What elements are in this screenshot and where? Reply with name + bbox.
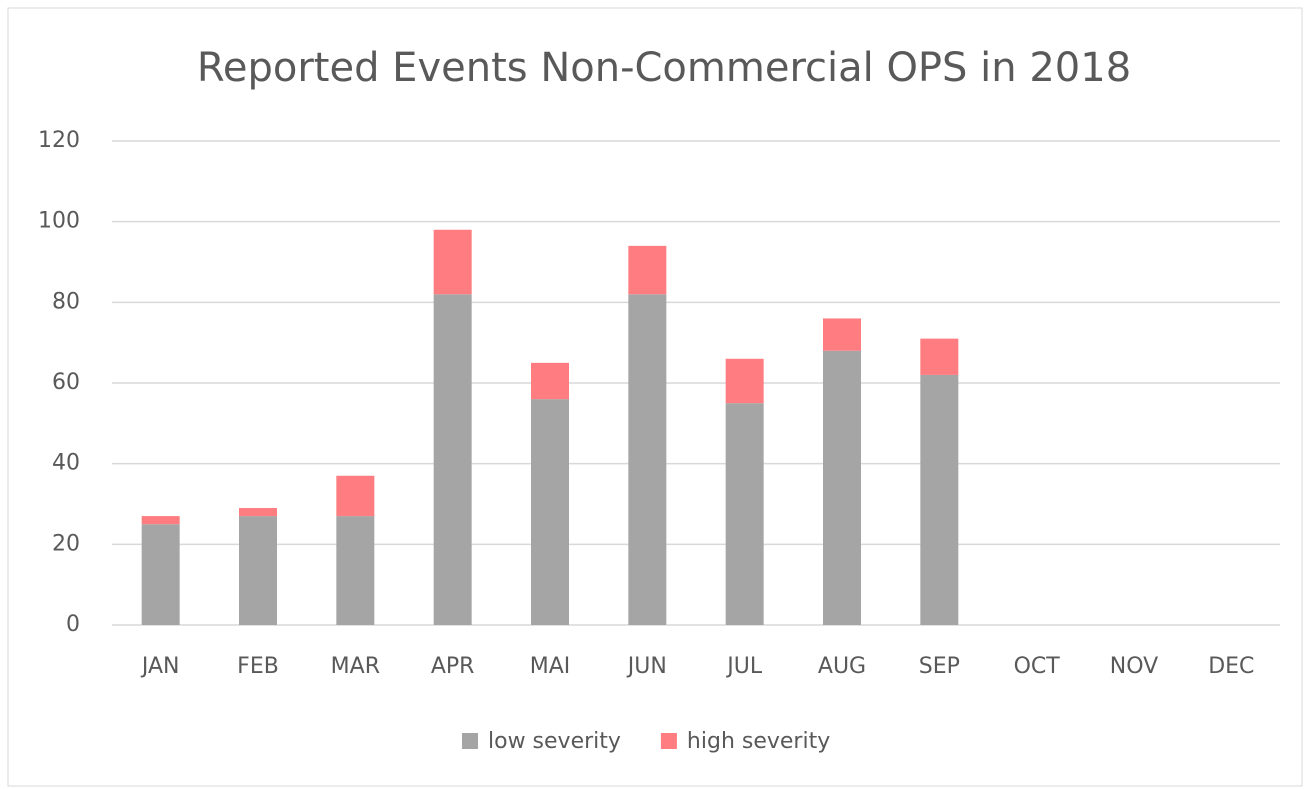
- legend-label: low severity: [488, 729, 621, 754]
- bar-segment: [531, 362, 569, 400]
- x-tick-label: MAR: [331, 654, 380, 679]
- y-tick-label: 40: [52, 451, 80, 476]
- x-tick-label: SEP: [919, 654, 960, 679]
- legend-swatch: [660, 733, 677, 749]
- x-tick-label: NOV: [1110, 654, 1158, 679]
- legend-swatch: [462, 733, 478, 749]
- bar-segment: [336, 516, 375, 625]
- bar-segment: [239, 508, 277, 517]
- x-tick-label: DEC: [1208, 654, 1254, 679]
- x-tick-label: JUL: [725, 654, 763, 679]
- y-tick-label: 80: [52, 289, 80, 314]
- x-tick-label: JUN: [626, 654, 667, 679]
- bar-segment: [920, 338, 959, 375]
- legend-label: high severity: [687, 729, 830, 754]
- bar-segment: [628, 294, 667, 625]
- bar-segment: [239, 516, 277, 625]
- bar-segment: [725, 403, 764, 625]
- x-tick-label: MAI: [530, 654, 571, 679]
- bar-segment: [141, 516, 180, 525]
- bar-segment: [725, 358, 764, 404]
- bar-segment: [141, 524, 180, 625]
- chart-title: Reported Events Non-Commercial OPS in 20…: [197, 45, 1131, 91]
- y-tick-label: 0: [66, 612, 80, 637]
- bar-segment: [433, 229, 472, 295]
- y-tick-label: 100: [38, 209, 80, 234]
- bar-segment: [628, 245, 667, 295]
- y-tick-label: 20: [52, 531, 80, 556]
- y-tick-label: 120: [38, 128, 80, 153]
- x-tick-label: OCT: [1014, 654, 1061, 679]
- x-tick-label: FEB: [237, 654, 279, 679]
- bar-segment: [823, 350, 861, 625]
- bar-segment: [433, 294, 472, 625]
- bar-segment: [920, 374, 959, 625]
- x-tick-label: APR: [431, 654, 475, 679]
- bar-segment: [531, 399, 569, 625]
- x-tick-label: AUG: [818, 654, 866, 679]
- x-tick-label: JAN: [140, 654, 180, 679]
- y-tick-label: 60: [52, 370, 80, 395]
- bar-segment: [336, 475, 375, 517]
- bar-segment: [823, 318, 861, 351]
